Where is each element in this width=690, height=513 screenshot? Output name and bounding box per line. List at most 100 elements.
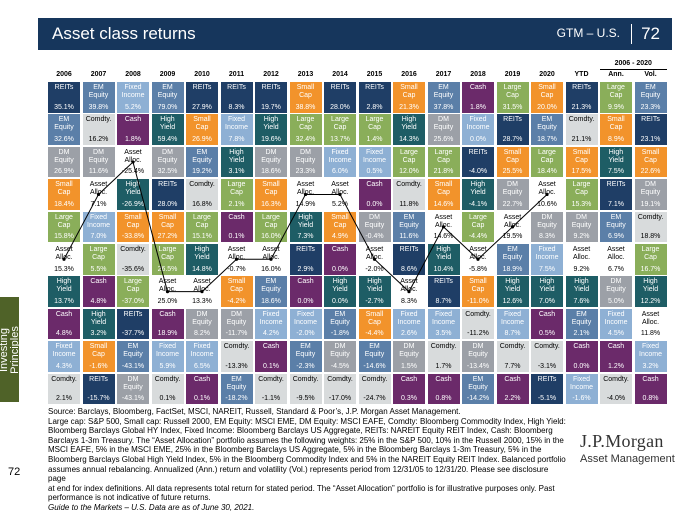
return-value: -1.1% xyxy=(261,395,281,403)
return-cell: Comdty. 2.1% xyxy=(48,373,80,405)
return-cell: DM Equity 23.3% xyxy=(289,146,322,178)
asset-class-label: DM Equity xyxy=(261,148,281,164)
return-value: -14.2% xyxy=(466,395,490,403)
return-cell: Comdty. 18.8% xyxy=(634,211,667,243)
return-cell: Large Cap 5.5% xyxy=(82,244,115,275)
return-cell: Fixed Income 4.5% xyxy=(600,308,632,340)
return-value: 11.8% xyxy=(399,200,419,208)
return-value: 13.3% xyxy=(192,297,212,305)
return-value: -1.8% xyxy=(330,330,350,338)
return-cell: Asset Alloc. 5.2% xyxy=(324,179,356,210)
return-value: 12.0% xyxy=(399,168,419,176)
return-value: 11.8% xyxy=(640,330,661,338)
return-cell: EM Equity -1.8% xyxy=(324,308,356,340)
return-cell: Asset Alloc. -25.4% xyxy=(117,146,149,178)
asset-class-label: DM Equity xyxy=(399,343,419,359)
return-cell: Cash 0.0% xyxy=(324,244,356,275)
return-value: 10.6% xyxy=(537,200,557,208)
footnote-line: MSCI EAFE, 5% in the MSCI EME, 25% in th… xyxy=(48,445,542,455)
return-value: 18.4% xyxy=(537,168,557,176)
asset-class-label: Large Cap xyxy=(158,246,177,261)
column-header: 2008 xyxy=(125,71,141,78)
return-cell: Large Cap 31.5% xyxy=(496,82,529,113)
return-value: 15.3% xyxy=(571,200,592,208)
asset-class-label: Large Cap xyxy=(89,246,108,261)
return-cell: High Yield -26.9% xyxy=(117,179,149,210)
return-cell: Large Cap 21.8% xyxy=(427,146,460,178)
asset-class-label: EM Equity xyxy=(606,213,626,229)
asset-class-label: Large Cap xyxy=(572,181,591,197)
return-cell: Cash 0.8% xyxy=(427,373,460,405)
return-cell: EM Equity 79.0% xyxy=(151,82,184,113)
asset-class-label: DM Equity xyxy=(433,116,454,132)
column-header: 2009 xyxy=(159,71,176,78)
return-value: 5.2% xyxy=(125,103,141,111)
return-cell: Large Cap 16.0% xyxy=(255,211,287,243)
asset-class-label: EM Equity xyxy=(157,84,178,99)
column-header: 2012 xyxy=(263,71,279,78)
asset-class-label: REITs xyxy=(606,181,626,189)
return-value: 7.1% xyxy=(608,200,624,208)
return-cell: REITs -37.7% xyxy=(117,308,149,340)
asset-class-label: Large Cap xyxy=(434,148,453,164)
return-cell: Comdty. 11.8% xyxy=(393,179,425,210)
return-value: -26.9% xyxy=(121,200,145,208)
return-value: 8.3% xyxy=(539,233,555,241)
return-cell: REITs -4.0% xyxy=(462,146,494,178)
asset-class-label: REITs xyxy=(158,181,177,189)
return-value: 28.7% xyxy=(502,135,523,143)
return-cell: Small Cap 27.2% xyxy=(151,211,184,243)
return-cell: Fixed Income -2.0% xyxy=(289,308,322,340)
return-value: -18.2% xyxy=(225,395,248,403)
return-value: 1.4% xyxy=(366,135,383,143)
return-value: 8.9% xyxy=(608,135,624,143)
return-value: 14.6% xyxy=(433,200,454,208)
return-cell: Asset Alloc. 19.5% xyxy=(496,211,529,243)
return-cell: REITs -5.1% xyxy=(531,373,563,405)
return-cell: Asset Alloc. -2.0% xyxy=(358,244,391,275)
asset-class-label: EM Equity xyxy=(399,213,419,229)
return-cell: Comdty. -4.0% xyxy=(600,373,632,405)
return-cell: DM Equity 5.0% xyxy=(600,276,632,307)
return-cell: Cash 1.2% xyxy=(600,341,632,372)
return-value: 19.6% xyxy=(261,135,281,143)
return-value: 0.0% xyxy=(470,135,486,143)
return-cell: Cash 0.1% xyxy=(186,373,218,405)
asset-class-label: EM Equity xyxy=(502,246,523,261)
asset-class-label: Large Cap xyxy=(503,84,522,99)
return-cell: Large Cap 18.4% xyxy=(531,146,563,178)
return-cell: Fixed Income 7.5% xyxy=(531,244,563,275)
return-cell: EM Equity -14.2% xyxy=(462,373,494,405)
return-value: -13.3% xyxy=(225,362,248,370)
return-cell: Asset Alloc. 7.1% xyxy=(82,179,115,210)
page-title: Asset class returns xyxy=(52,24,196,43)
return-cell: Asset Alloc. 14.6% xyxy=(427,211,460,243)
return-value: 4.8% xyxy=(90,297,107,305)
return-cell: DM Equity -11.7% xyxy=(220,308,253,340)
asset-class-label: Small Cap xyxy=(124,213,142,229)
return-value: 27.9% xyxy=(192,103,212,111)
return-cell: EM Equity 37.8% xyxy=(427,82,460,113)
return-cell: High Yield 19.6% xyxy=(255,114,287,145)
asset-class-label: Comdty. xyxy=(534,343,560,351)
column-header: YTD xyxy=(574,71,589,78)
asset-class-label: Fixed Income xyxy=(225,116,248,132)
return-value: -4.2% xyxy=(227,297,246,305)
asset-class-label: Comdty. xyxy=(189,181,215,189)
return-cell: Small Cap 18.4% xyxy=(48,179,80,210)
return-cell: Fixed Income 5.9% xyxy=(151,341,184,372)
return-value: -5.8% xyxy=(468,265,488,273)
asset-class-label: Comdty. xyxy=(637,213,664,221)
return-value: 2.1% xyxy=(56,395,72,403)
asset-class-label: Small Cap xyxy=(365,310,384,326)
asset-class-label: Large Cap xyxy=(607,84,625,99)
return-value: 23.3% xyxy=(295,168,316,176)
return-value: 0.1% xyxy=(159,395,176,403)
asset-class-label: REITs xyxy=(537,375,557,383)
asset-class-label: Fixed Income xyxy=(156,343,179,359)
asset-class-label: Large Cap xyxy=(193,213,211,229)
asset-class-label: Large Cap xyxy=(538,148,556,164)
asset-class-label: High Yield xyxy=(228,148,245,164)
return-cell: Large Cap 15.8% xyxy=(48,211,80,243)
return-value: 7.1% xyxy=(90,200,107,208)
